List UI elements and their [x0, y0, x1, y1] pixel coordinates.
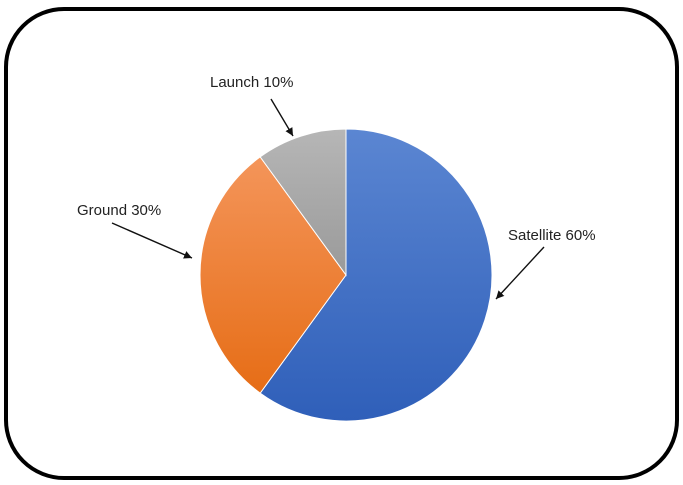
leader-line-satellite [495, 246, 545, 300]
pie-slices [199, 128, 493, 422]
pie-slice-satellite [259, 128, 493, 422]
pie-slice-launch [259, 128, 347, 277]
data-label-ground: Ground 30% [77, 202, 161, 219]
leader-lines [111, 98, 545, 300]
leader-line-launch [270, 98, 294, 137]
pie-slice-ground [199, 156, 347, 394]
leader-line-ground [111, 222, 193, 259]
data-label-satellite: Satellite 60% [508, 227, 596, 244]
data-label-launch: Launch 10% [210, 74, 293, 91]
